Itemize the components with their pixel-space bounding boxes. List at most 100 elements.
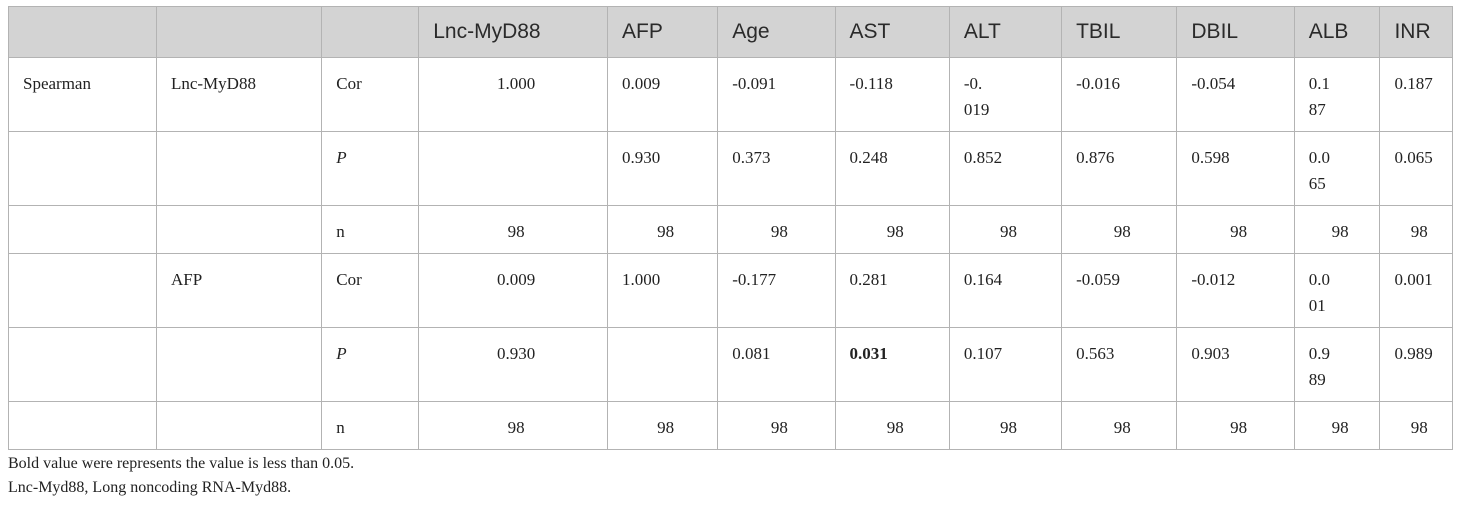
method-cell bbox=[8, 401, 157, 450]
variable-cell: AFP bbox=[155, 253, 323, 328]
value-cell: 0.598 bbox=[1176, 131, 1295, 206]
variable-cell bbox=[155, 205, 323, 254]
value-text: 0.187 bbox=[1308, 74, 1330, 119]
header-dbil: DBIL bbox=[1176, 6, 1295, 58]
method-cell bbox=[8, 131, 157, 206]
value-cell: 0.001 bbox=[1293, 253, 1381, 328]
stat-cell: Cor bbox=[321, 57, 420, 132]
stat-cell: Cor bbox=[321, 253, 420, 328]
value-cell: 98 bbox=[948, 401, 1063, 450]
value-cell: 98 bbox=[834, 401, 950, 450]
method-cell bbox=[8, 327, 157, 402]
method-cell bbox=[8, 205, 157, 254]
value-cell bbox=[606, 327, 719, 402]
value-cell: -0.016 bbox=[1061, 57, 1178, 132]
variable-cell bbox=[155, 327, 323, 402]
value-cell: 0.187 bbox=[1379, 57, 1453, 132]
value-text: 0.001 bbox=[1308, 270, 1330, 315]
value-cell: -0.059 bbox=[1061, 253, 1178, 328]
method-cell: Spearman bbox=[8, 57, 157, 132]
table-row: AFP Cor 0.009 1.000 -0.177 0.281 0.164 -… bbox=[8, 253, 1453, 328]
significant-value-cell: 0.031 bbox=[834, 327, 950, 402]
header-row: Lnc-MyD88 AFP Age AST ALT TBIL DBIL ALB … bbox=[8, 6, 1453, 58]
value-cell: 0.281 bbox=[834, 253, 950, 328]
value-cell: 0.930 bbox=[606, 131, 719, 206]
value-cell: 0.248 bbox=[834, 131, 950, 206]
value-cell: 98 bbox=[418, 401, 608, 450]
value-cell: 0.009 bbox=[606, 57, 719, 132]
variable-cell: Lnc-MyD88 bbox=[155, 57, 323, 132]
value-cell: 0.107 bbox=[948, 327, 1063, 402]
value-cell: -0.177 bbox=[717, 253, 836, 328]
value-cell: 0.001 bbox=[1379, 253, 1453, 328]
value-cell: 98 bbox=[606, 401, 719, 450]
value-cell: 0.065 bbox=[1293, 131, 1381, 206]
header-age: Age bbox=[717, 6, 836, 58]
value-cell: 98 bbox=[1379, 401, 1453, 450]
value-cell: 98 bbox=[1293, 205, 1381, 254]
value-cell: 0.081 bbox=[717, 327, 836, 402]
header-ast: AST bbox=[834, 6, 950, 58]
table-footnotes: Bold value were represents the value is … bbox=[8, 452, 354, 500]
value-cell: 0.164 bbox=[948, 253, 1063, 328]
header-cell-empty bbox=[321, 6, 420, 58]
value-cell: -0.019 bbox=[948, 57, 1063, 132]
value-cell: 98 bbox=[948, 205, 1063, 254]
value-cell: 1.000 bbox=[606, 253, 719, 328]
value-text: -0.019 bbox=[963, 74, 990, 119]
header-afp: AFP bbox=[606, 6, 719, 58]
value-cell: 0.876 bbox=[1061, 131, 1178, 206]
value-cell: 98 bbox=[1293, 401, 1381, 450]
value-cell: 98 bbox=[606, 205, 719, 254]
value-cell: 98 bbox=[834, 205, 950, 254]
value-cell: -0.118 bbox=[834, 57, 950, 132]
variable-cell bbox=[155, 401, 323, 450]
value-text: 0.989 bbox=[1308, 344, 1330, 389]
value-cell bbox=[418, 131, 608, 206]
value-cell: 98 bbox=[717, 205, 836, 254]
value-cell: 98 bbox=[1061, 205, 1178, 254]
table-container: Lnc-MyD88 AFP Age AST ALT TBIL DBIL ALB … bbox=[8, 6, 1453, 450]
header-inr: INR bbox=[1379, 6, 1453, 58]
footnote-abbreviation: Lnc-Myd88, Long noncoding RNA-Myd88. bbox=[8, 479, 292, 496]
stat-cell: n bbox=[321, 401, 420, 450]
value-cell: -0.091 bbox=[717, 57, 836, 132]
header-tbil: TBIL bbox=[1061, 6, 1178, 58]
value-cell: 98 bbox=[1176, 205, 1295, 254]
value-cell: 98 bbox=[418, 205, 608, 254]
value-cell: 0.009 bbox=[418, 253, 608, 328]
header-alt: ALT bbox=[948, 6, 1063, 58]
value-cell: -0.012 bbox=[1176, 253, 1295, 328]
value-cell: 0.065 bbox=[1379, 131, 1453, 206]
correlation-table: Lnc-MyD88 AFP Age AST ALT TBIL DBIL ALB … bbox=[8, 6, 1453, 450]
value-cell: 0.989 bbox=[1293, 327, 1381, 402]
method-cell bbox=[8, 253, 157, 328]
table-row: P 0.930 0.373 0.248 0.852 0.876 0.598 0.… bbox=[8, 131, 1453, 206]
table-row: n 98 98 98 98 98 98 98 98 98 bbox=[8, 205, 1453, 254]
header-alb: ALB bbox=[1293, 6, 1381, 58]
footnote-bold-explanation: Bold value were represents the value is … bbox=[8, 455, 355, 472]
value-cell: 0.852 bbox=[948, 131, 1063, 206]
header-lnc-myd88: Lnc-MyD88 bbox=[418, 6, 608, 58]
value-cell: 98 bbox=[1176, 401, 1295, 450]
value-text: 0.065 bbox=[1308, 148, 1330, 193]
header-cell-empty bbox=[8, 6, 157, 58]
value-cell: 0.903 bbox=[1176, 327, 1295, 402]
value-cell: 0.563 bbox=[1061, 327, 1178, 402]
stat-cell: P bbox=[321, 131, 420, 206]
value-cell: -0.054 bbox=[1176, 57, 1295, 132]
table-row: n 98 98 98 98 98 98 98 98 98 bbox=[8, 401, 1453, 450]
value-cell: 98 bbox=[1061, 401, 1178, 450]
value-cell: 0.187 bbox=[1293, 57, 1381, 132]
value-cell: 0.989 bbox=[1379, 327, 1453, 402]
stat-cell: P bbox=[321, 327, 420, 402]
stat-cell: n bbox=[321, 205, 420, 254]
value-cell: 0.373 bbox=[717, 131, 836, 206]
header-cell-empty bbox=[155, 6, 323, 58]
value-cell: 1.000 bbox=[418, 57, 608, 132]
value-cell: 0.930 bbox=[418, 327, 608, 402]
table-row: P 0.930 0.081 0.031 0.107 0.563 0.903 0.… bbox=[8, 327, 1453, 402]
value-cell: 98 bbox=[1379, 205, 1453, 254]
table-row: Spearman Lnc-MyD88 Cor 1.000 0.009 -0.09… bbox=[8, 57, 1453, 132]
value-cell: 98 bbox=[717, 401, 836, 450]
